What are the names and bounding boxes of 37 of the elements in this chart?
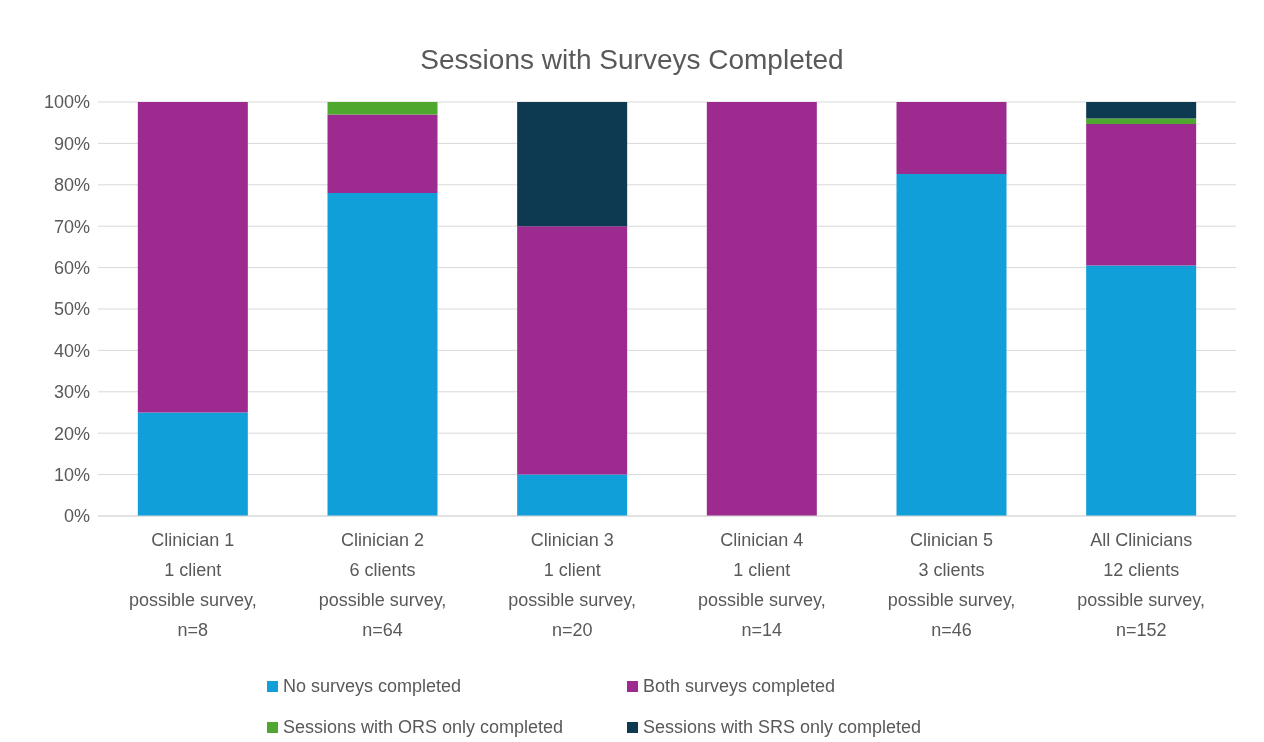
y-tick-label: 10% (53, 464, 90, 485)
y-tick-label: 50% (53, 299, 90, 320)
bar (1086, 123, 1197, 266)
bar (517, 474, 628, 516)
y-tick-label: 90% (53, 133, 90, 154)
x-tick-label: Clinician 4 1 client possible survey, n=14 (697, 530, 826, 640)
bar (137, 412, 248, 516)
bar (517, 102, 628, 227)
x-tick-label: Clinician 2 6 clients possible survey, n=64 (318, 530, 447, 640)
bar (706, 102, 817, 516)
legend-label: Sessions with ORS only completed (282, 717, 565, 738)
bar (1086, 118, 1197, 124)
bar (896, 174, 1007, 516)
y-tick-label: 60% (53, 257, 90, 278)
bar (327, 193, 438, 516)
legend-label: No surveys completed (282, 676, 463, 697)
x-tick-label: Clinician 1 1 client possible survey, n=8 (128, 530, 257, 640)
y-tick-label: 40% (53, 340, 90, 361)
y-tick-label: 70% (53, 216, 90, 237)
bar (327, 102, 438, 115)
x-tick-label: All Clinicians 12 clients possible survey, n=152 (1077, 530, 1206, 640)
x-tick-label: Clinician 5 3 clients possible survey, n=46 (887, 530, 1016, 640)
bar (1086, 265, 1197, 516)
y-tick-label: 80% (53, 175, 90, 196)
bar (327, 114, 438, 194)
bar (1086, 102, 1197, 119)
bar (896, 102, 1007, 175)
x-tick-label: Clinician 3 1 client possible survey, n=20 (508, 530, 637, 640)
y-tick-label: 0% (63, 506, 90, 527)
legend-label: Sessions with SRS only completed (642, 717, 923, 738)
y-tick-label: 30% (53, 382, 90, 403)
legend-label: Both surveys completed (642, 676, 837, 697)
y-tick-label: 100% (43, 92, 90, 113)
bar (137, 102, 248, 413)
bar (517, 226, 628, 475)
y-tick-label: 20% (53, 423, 90, 444)
chart-title: Sessions with Surveys Completed (419, 43, 845, 77)
